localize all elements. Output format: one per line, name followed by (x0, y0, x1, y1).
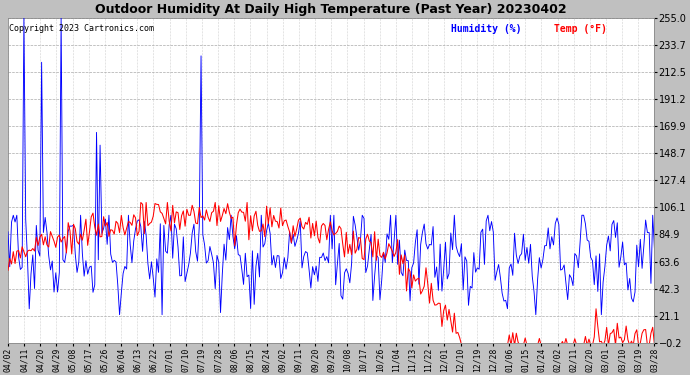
Title: Outdoor Humidity At Daily High Temperature (Past Year) 20230402: Outdoor Humidity At Daily High Temperatu… (95, 3, 567, 16)
Text: Humidity (%): Humidity (%) (451, 24, 522, 34)
Text: Copyright 2023 Cartronics.com: Copyright 2023 Cartronics.com (8, 24, 154, 33)
Text: Temp (°F): Temp (°F) (554, 24, 607, 34)
